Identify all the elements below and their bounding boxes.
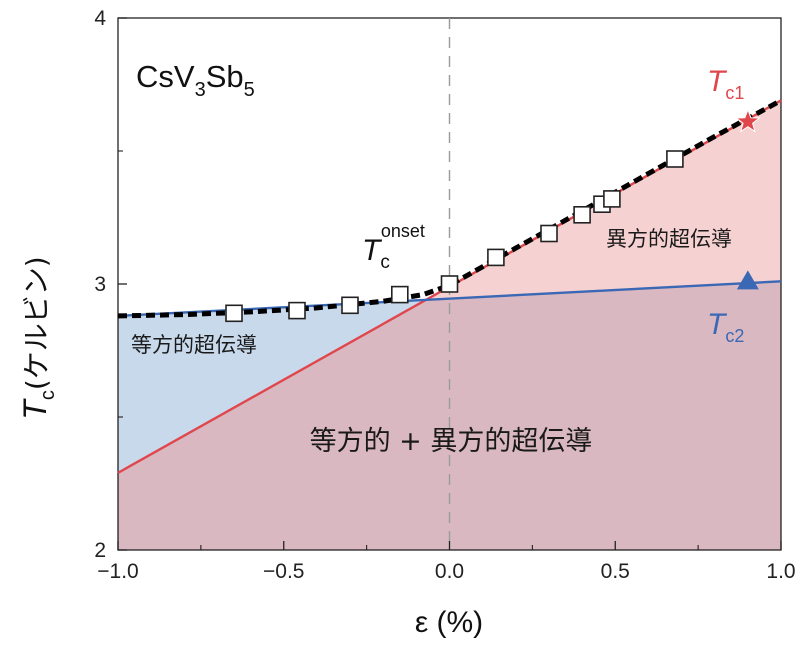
compound-part-a: CsV <box>136 59 195 94</box>
compound-part-c: Sb <box>206 59 244 94</box>
tc-onset-curve <box>117 98 783 319</box>
region-label-isotropic: 等方的超伝導 <box>131 333 257 357</box>
tc2-label: Tc2 <box>707 308 744 346</box>
data-point-square <box>603 190 621 208</box>
compound-part-b: 3 <box>195 79 206 101</box>
tc2-triangle-marker <box>736 270 759 290</box>
data-point-square <box>390 285 409 304</box>
compound-part-d: 5 <box>244 79 255 101</box>
tc-onset-symbol: T <box>362 234 383 267</box>
tc1-star-marker <box>735 108 761 133</box>
x-tick-label: −1.0 <box>97 560 138 583</box>
region-label-anisotropic: 異方的超伝導 <box>606 227 732 251</box>
data-point-square <box>288 301 306 320</box>
tc1-label: Tc1 <box>707 65 744 103</box>
data-point-square <box>540 224 558 243</box>
y-axis-title-unit: (ケルビン) <box>20 256 53 390</box>
tc-onset-label: Tc onset <box>362 221 425 273</box>
data-point-square <box>573 206 591 224</box>
region-mixed-fill <box>118 281 781 550</box>
region-label-mixed: 等方的 + 異方的超伝導 <box>310 426 593 457</box>
y-tick-label: 4 <box>94 7 106 30</box>
y-axis-title: Tc(ケルビン) <box>17 256 59 419</box>
tc1-symbol: T <box>707 65 728 98</box>
tc-onset-sub: c <box>380 252 390 273</box>
y-tick-label: 2 <box>94 539 106 562</box>
y-axis-title-sub: c <box>37 390 59 400</box>
data-point-square <box>440 275 459 293</box>
svg-text:Tc(ケルビン): Tc(ケルビン) <box>17 256 59 419</box>
tc-onset-sup: onset <box>381 221 425 241</box>
tc2-symbol: T <box>707 308 728 341</box>
data-point-square <box>225 304 243 323</box>
x-axis-title: ε (%) <box>415 606 483 639</box>
x-tick-label: 0.0 <box>435 560 464 583</box>
tc1-sub: c1 <box>725 83 744 103</box>
x-tick-label: 0.5 <box>601 560 630 583</box>
tc2-sub: c2 <box>725 326 744 346</box>
data-point-square <box>341 296 359 315</box>
data-point-square <box>487 248 505 267</box>
x-tick-label: −0.5 <box>263 560 304 583</box>
compound-label: CsV3Sb5 <box>136 59 255 101</box>
x-tick-label: 1.0 <box>766 560 795 583</box>
y-axis-title-symbol: T <box>17 398 53 420</box>
data-point-square <box>666 150 684 168</box>
y-tick-label: 3 <box>94 273 106 296</box>
plot-area: −1.0 −0.5 0.0 0.5 1.0 2 3 4 <box>94 7 795 583</box>
